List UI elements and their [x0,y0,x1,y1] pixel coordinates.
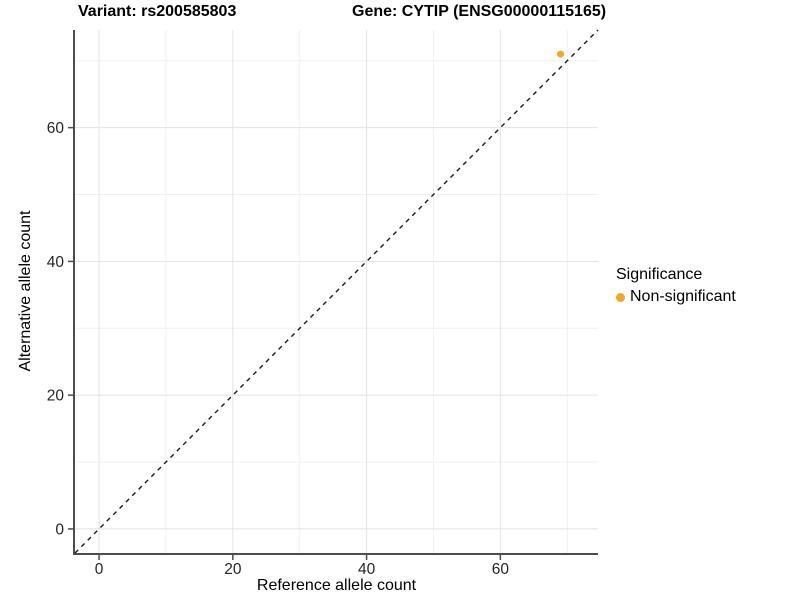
x-tick-label: 20 [224,561,242,578]
legend-entries: Non-significant [616,288,736,306]
x-tick-label: 0 [95,561,104,578]
identity-reference-line [74,29,599,554]
gene-title: Gene: CYTIP (ENSG00000115165) [352,3,607,20]
legend-entry-label: Non-significant [630,288,736,305]
legend: Significance Non-significant [616,266,736,306]
y-tick-label: 40 [47,254,65,271]
x-axis-title: Reference allele count [256,577,417,594]
legend-entry: Non-significant [616,288,736,306]
x-tick-label: 60 [492,561,510,578]
legend-point-icon [616,292,625,302]
legend-title: Significance [616,266,703,283]
y-tick-label: 60 [47,120,65,137]
y-axis-title: Alternative allele count [17,210,34,372]
y-tick-label: 20 [47,388,65,405]
x-tick-label: 40 [358,561,376,578]
variant-title: Variant: rs200585803 [78,3,237,20]
y-tick-label: 0 [55,521,64,538]
data-point [557,50,565,58]
